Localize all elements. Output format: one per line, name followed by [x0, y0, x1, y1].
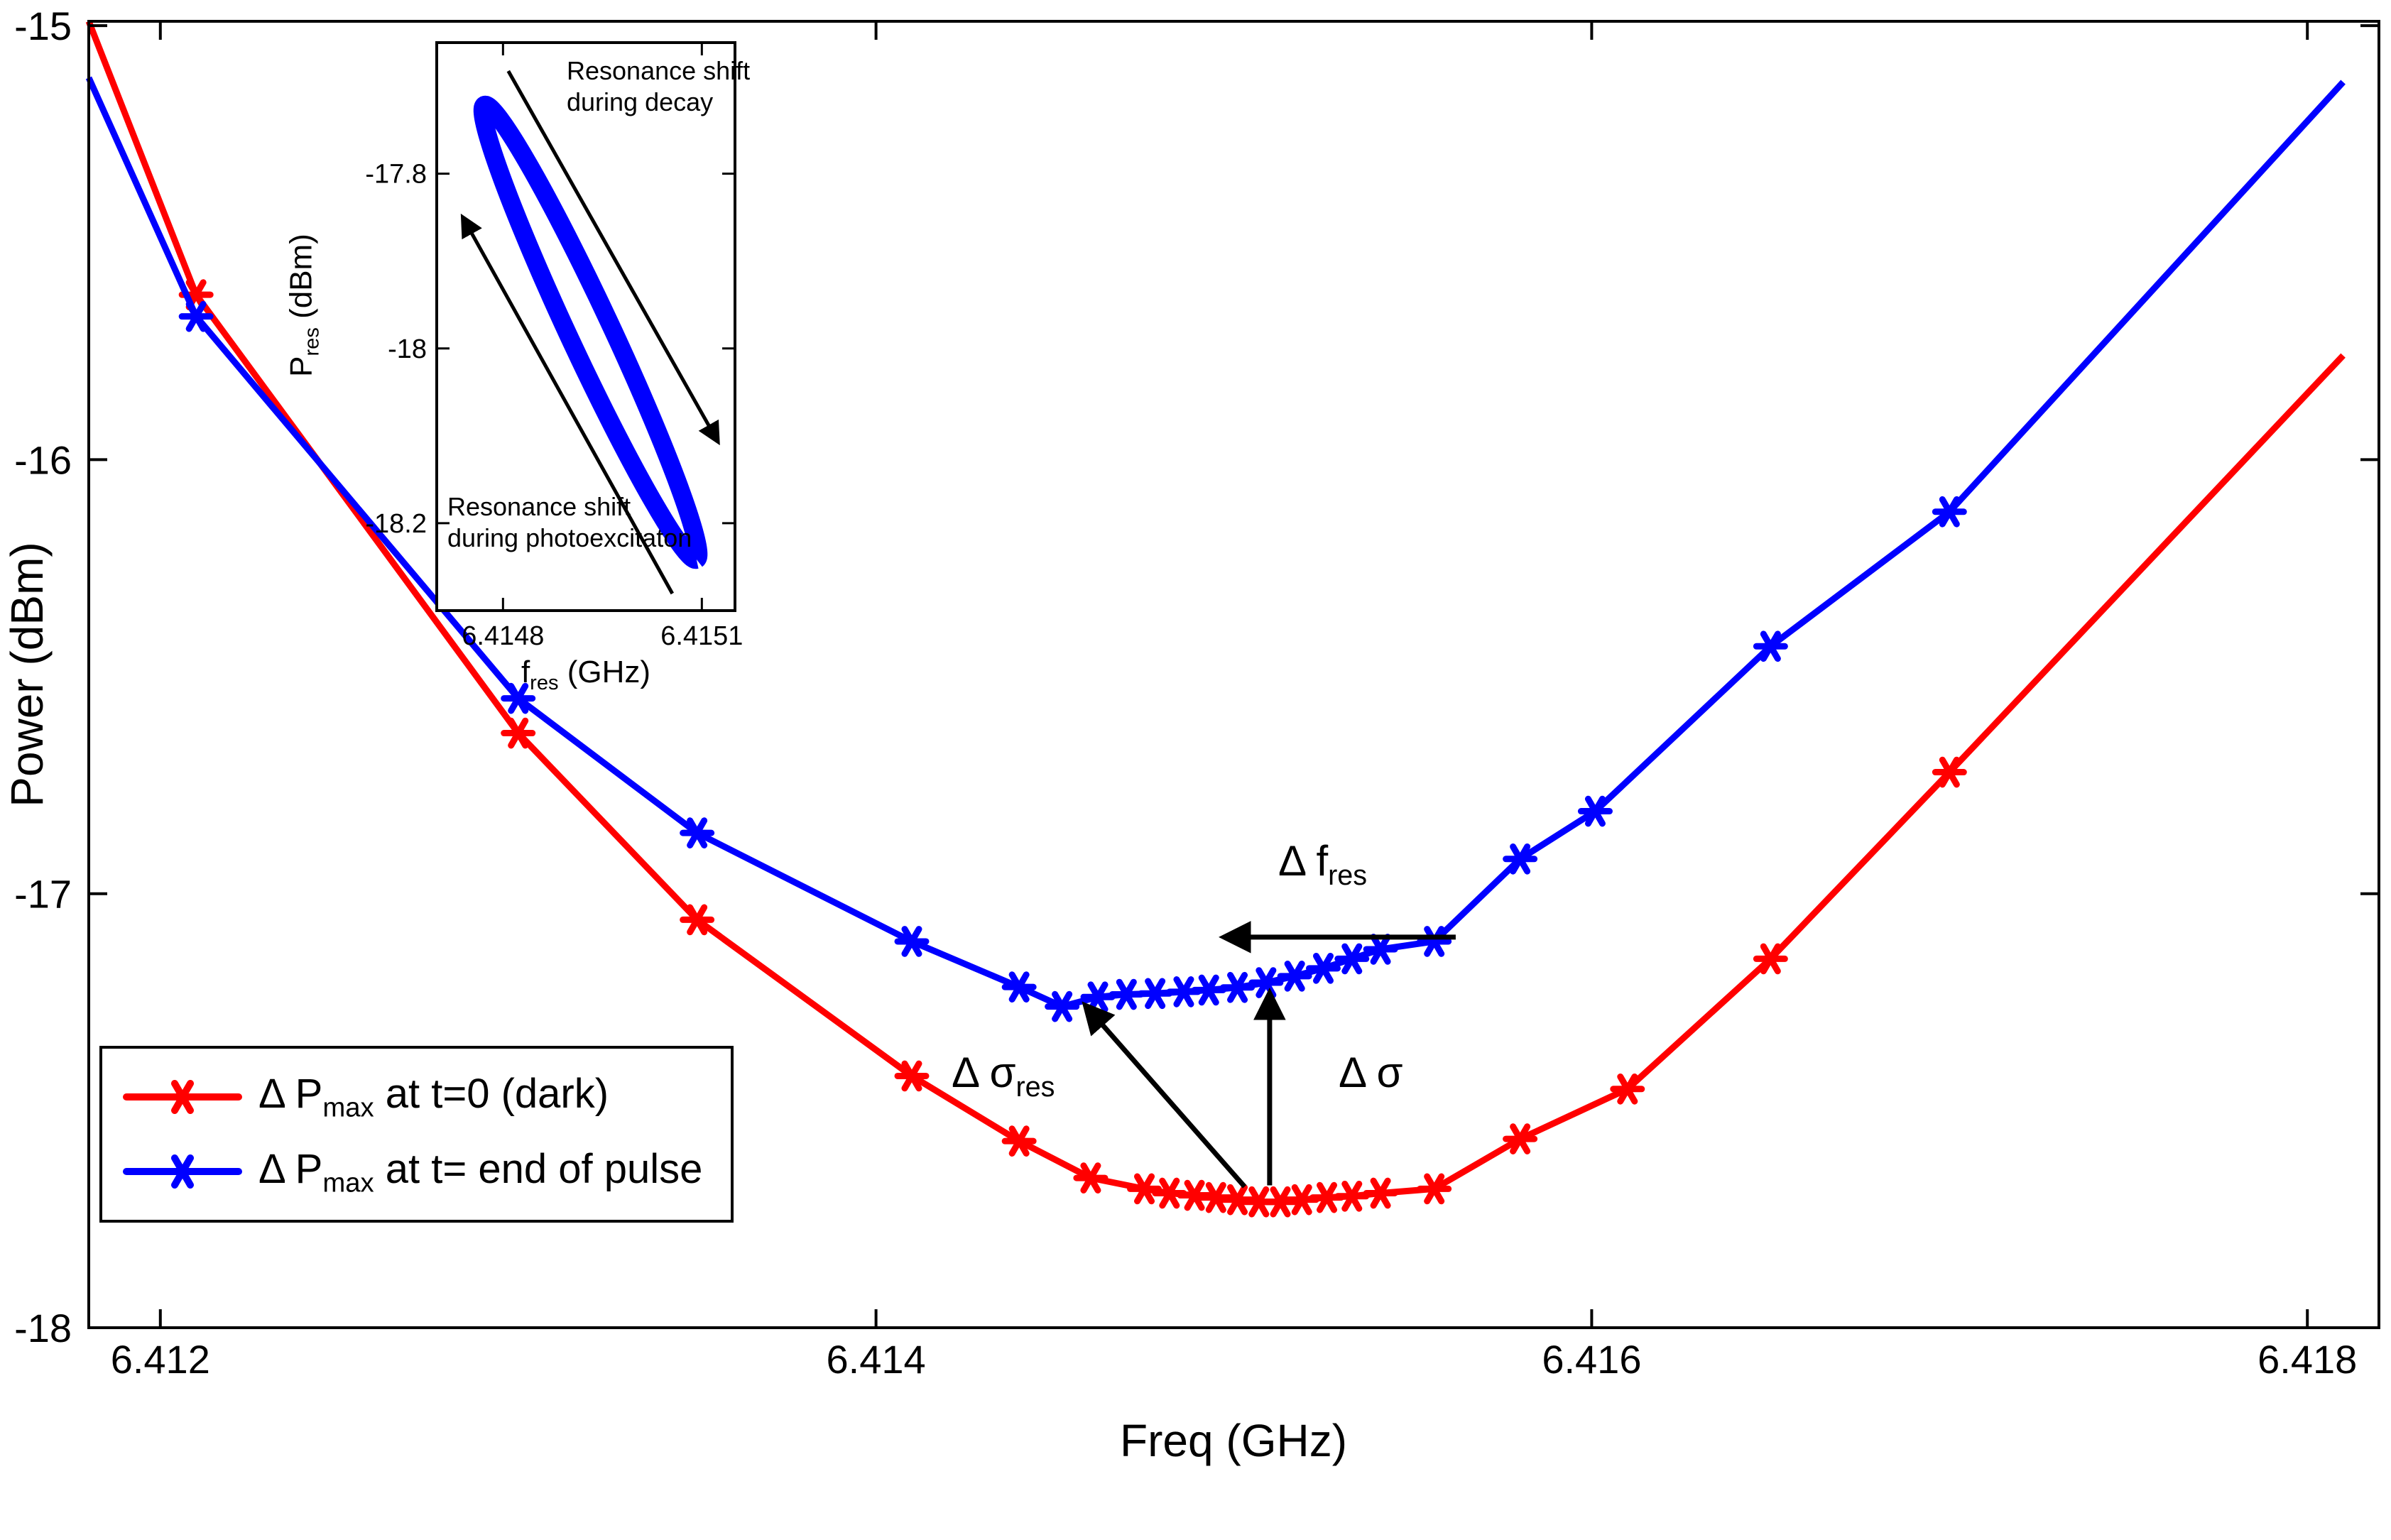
main-y-tick-label: -16 [14, 437, 72, 482]
data-marker [1363, 934, 1398, 965]
data-marker [1001, 1125, 1037, 1157]
legend-red-marker-icon [123, 1079, 242, 1114]
data-marker [1248, 967, 1284, 998]
data-marker [1334, 943, 1370, 975]
x-axis-label: Freq (GHz) [1120, 1415, 1347, 1466]
data-marker [1080, 981, 1116, 1013]
annotation-delta-sigma-res: Δ σres [952, 1049, 1055, 1103]
annotation-delta-sigma: Δ σ [1339, 1049, 1403, 1096]
y-axis-label: Power (dBm) [1, 542, 53, 807]
inset-x-axis-label: fres (GHz) [521, 655, 651, 694]
data-marker [1503, 1123, 1538, 1154]
legend: Δ Pmax at t=0 (dark) Δ Pmax at t= end of… [99, 1046, 734, 1223]
main-axes: 6.412 6.414 6.416 6.418 -18 -17 -16 -15 [14, 4, 2380, 1382]
data-marker [1138, 978, 1173, 1010]
data-marker [1109, 978, 1144, 1010]
data-marker [1932, 496, 1967, 528]
hysteresis-loop [473, 95, 708, 569]
legend-label-dark: Δ Pmax at t=0 (dark) [258, 1071, 609, 1123]
data-marker [1417, 926, 1452, 957]
series-line-0 [85, 20, 2346, 1206]
data-marker [1305, 953, 1341, 984]
main-x-tick-label: 6.418 [2257, 1337, 2357, 1382]
data-marker [178, 300, 214, 332]
data-marker [1220, 971, 1256, 1003]
main-x-tick-label: 6.414 [827, 1337, 926, 1382]
data-marker [1277, 961, 1312, 992]
inset-annotation-decay: Resonance shift during decay [567, 56, 751, 116]
photoexcitation-shift-arrow [460, 213, 674, 595]
legend-entry-dark: Δ Pmax at t=0 (dark) [122, 1070, 702, 1124]
decay-shift-arrow [506, 70, 720, 446]
data-marker [894, 1060, 930, 1092]
annotation-delta-f-res: Δ fres [1278, 837, 1368, 891]
inset-x-tick-label: 6.4148 [462, 621, 544, 651]
inset-y-tick-label: -17.8 [365, 160, 427, 190]
data-marker [1045, 990, 1080, 1022]
legend-blue-marker-icon [123, 1154, 242, 1189]
main-y-tick-label: -18 [14, 1306, 72, 1350]
inset-x-tick-label: 6.4151 [660, 621, 743, 651]
data-marker [1127, 1173, 1162, 1205]
inset-y-tick-label: -18 [388, 334, 427, 364]
data-marker [1577, 795, 1613, 827]
main-plot [85, 20, 2346, 1218]
main-x-tick-label: 6.412 [111, 1337, 210, 1382]
series-line-1 [85, 76, 2346, 1010]
data-marker [1001, 971, 1037, 1003]
main-y-tick-label: -15 [14, 4, 72, 48]
data-marker [501, 717, 536, 749]
inset-annotation-photoexcitation: Resonance shift during photoexcitaton [447, 492, 692, 552]
data-marker [1191, 974, 1226, 1006]
data-marker [680, 817, 715, 848]
delta-sigma-res-arrow [1082, 1001, 1247, 1189]
data-marker [894, 926, 930, 957]
main-x-tick-label: 6.416 [1542, 1337, 1641, 1382]
inset-y-axis-label: Pres (dBm) [283, 234, 324, 377]
data-marker [1363, 1177, 1398, 1209]
data-marker [1073, 1162, 1109, 1194]
data-marker [1753, 943, 1788, 975]
data-marker [1503, 843, 1538, 875]
main-y-tick-label: -17 [14, 872, 72, 917]
legend-label-end-of-pulse: Δ Pmax at t= end of pulse [258, 1145, 703, 1198]
data-marker [1610, 1073, 1645, 1105]
data-marker [501, 682, 536, 714]
data-marker [1417, 1173, 1452, 1205]
data-marker [1753, 630, 1788, 662]
data-marker [680, 904, 715, 936]
inset-y-tick-label: -18.2 [365, 509, 427, 539]
data-marker [1932, 756, 1967, 788]
legend-entry-end-of-pulse: Δ Pmax at t= end of pulse [122, 1145, 702, 1199]
data-marker [1334, 1180, 1370, 1212]
inset-plot: 6.4148 6.4151 -18.2 -18 -17.8 [365, 41, 743, 651]
